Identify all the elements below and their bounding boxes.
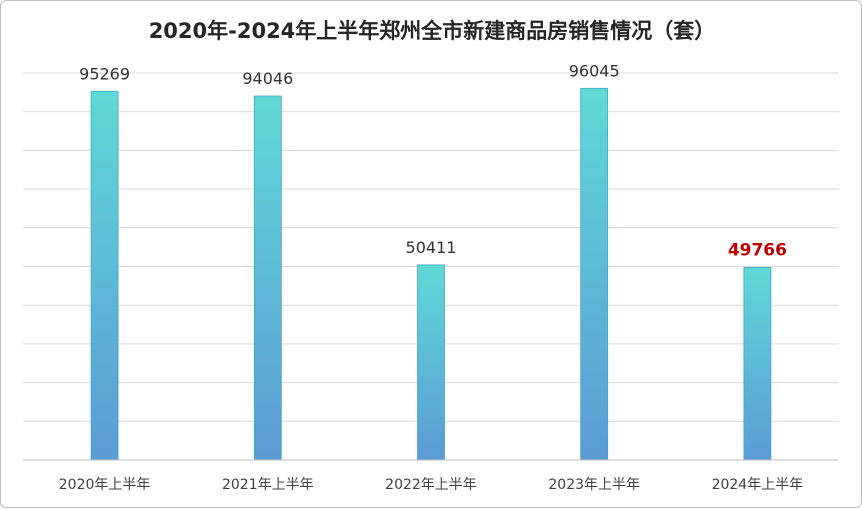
x-tick-label: 2023年上半年 [548, 477, 640, 493]
x-tick-label: 2022年上半年 [385, 477, 477, 493]
bar [417, 264, 445, 461]
bar [90, 90, 119, 461]
x-tick-label: 2020年上半年 [59, 477, 151, 493]
data-label: 50411 [406, 238, 457, 257]
x-tick-label: 2021年上半年 [222, 477, 314, 493]
x-axis: 2020年上半年 2021年上半年 2022年上半年 2023年上半年 2024年上半年 [23, 459, 839, 493]
data-label: 94046 [242, 69, 293, 88]
data-label: 95269 [79, 64, 130, 83]
bars [90, 87, 772, 461]
bar [253, 95, 282, 461]
data-labels: 95269 94046 50411 96045 49766 [79, 61, 787, 260]
bar [580, 87, 609, 461]
x-tick-label: 2024年上半年 [712, 477, 804, 493]
bar [743, 267, 772, 461]
data-label: 49766 [728, 240, 787, 260]
data-label: 96045 [569, 61, 620, 80]
chart-title: 2020年-2024年上半年郑州全市新建商品房销售情况（套） [148, 19, 716, 43]
